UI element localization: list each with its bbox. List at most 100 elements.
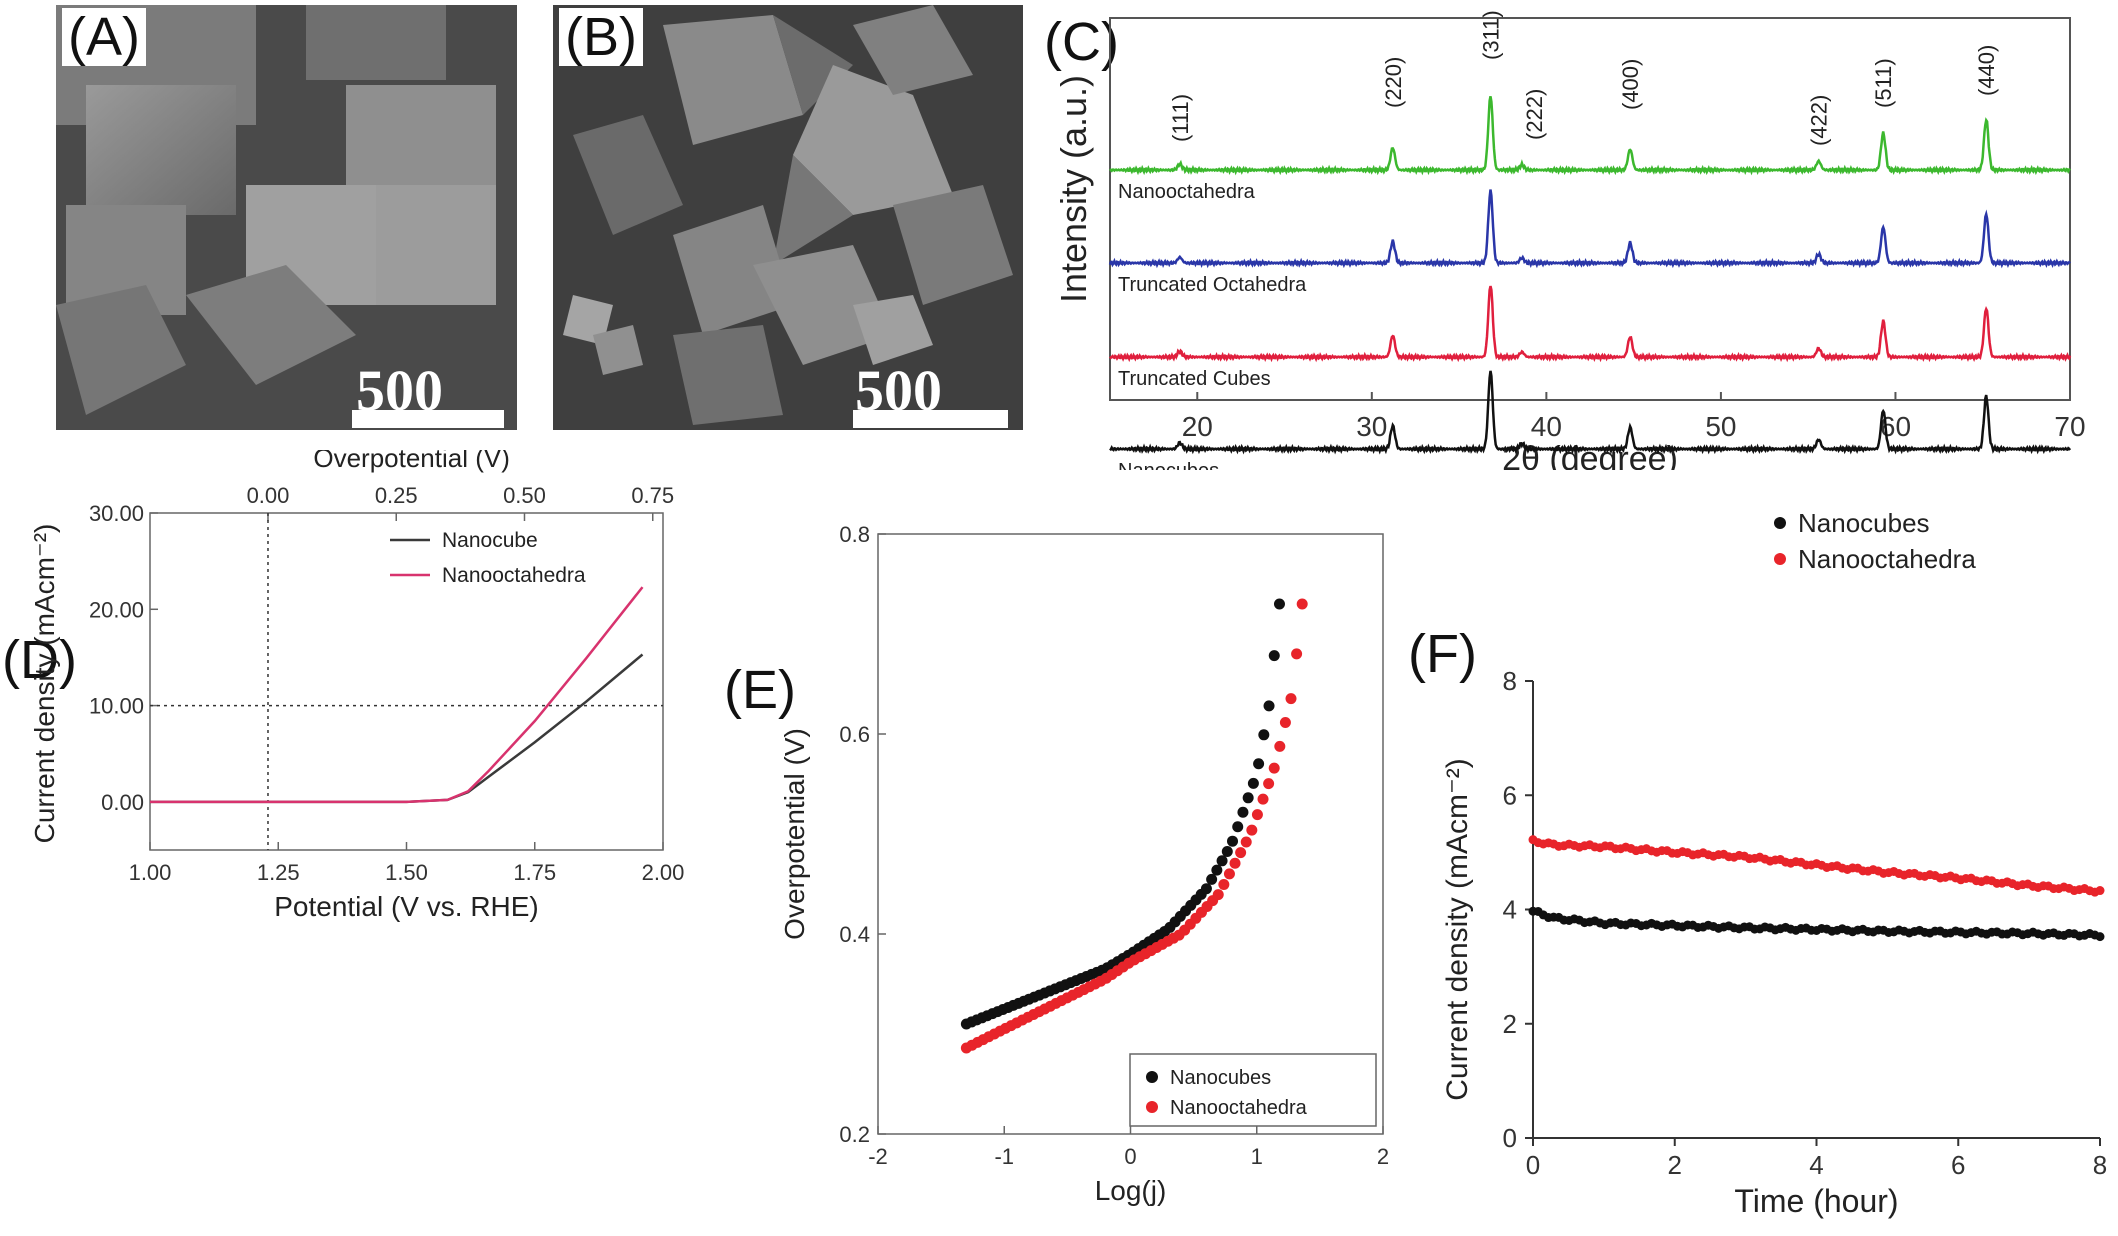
data-point (1268, 762, 1280, 774)
panel-c: (C) 20 30 40 50 60 70 2θ (degree) Intensity (a.… (1040, 0, 2118, 482)
panel-f: (F) 0 2 4 6 8 0 2 4 6 8 Time (hour) Current density… (1400, 450, 2118, 1231)
y-tick-label: 0.4 (839, 922, 870, 947)
sem-texture-a (56, 5, 517, 430)
sem-image-nanocubes: (A) 500 nm (56, 5, 517, 430)
data-point (2095, 932, 2105, 942)
x-tick-label: 8 (2093, 1150, 2107, 1180)
legend-marker (1146, 1101, 1158, 1113)
plot-frame (1109, 17, 2071, 401)
peak-label: (220) (1381, 57, 1406, 108)
tafel-chart: (E) -2 -1 0 1 2 0.2 0.4 0.6 0.8 Log(j) Overpotenti… (724, 522, 1389, 1206)
y-tick-label: 10.00 (89, 694, 144, 719)
legend-label: Nanocube (442, 529, 538, 552)
legend-box (1129, 1053, 1377, 1127)
panel-label-b: (B) (559, 8, 643, 66)
data-point (1212, 889, 1224, 901)
data-point (1268, 650, 1280, 662)
data-point (1258, 729, 1270, 741)
data-point (1235, 847, 1247, 859)
x-tick-label: 0 (1124, 1144, 1136, 1169)
x-tick-label: -2 (868, 1144, 888, 1169)
panel-label-d: (D) (2, 630, 77, 690)
x-axis-label: Time (hour) (1734, 1183, 1898, 1219)
xrd-pattern-line (1109, 370, 2072, 455)
data-point (1221, 846, 1233, 857)
x-tick-label: 1.00 (129, 860, 172, 885)
data-point (1251, 809, 1263, 821)
y-axis-label: Intensity (a.u.) (1053, 75, 1094, 303)
plot-frame (877, 533, 1384, 1135)
legend-label: Nanooctahedra (442, 564, 586, 587)
polarization-chart: (D) 1.00 1.25 1.50 1.75 2.00 0.00 0.25 0.50 0.75… (2, 443, 684, 922)
data-point (1218, 879, 1230, 891)
x-tick-label: 50 (1705, 411, 1736, 442)
data-point (1285, 693, 1297, 705)
y-tick-label: 30.00 (89, 501, 144, 526)
data-point (1232, 821, 1244, 833)
legend-label: Nanooctahedra (1798, 544, 1976, 574)
data-point (2095, 886, 2105, 896)
sem-image-nanooctahedra: (B) 500 nm (553, 5, 1023, 430)
x-tick-label: 1 (1251, 1144, 1263, 1169)
legend-label: Nanocubes (1170, 1067, 1271, 1089)
panel-e: (E) -2 -1 0 1 2 0.2 0.4 0.6 0.8 Log(j) Overpotenti… (720, 450, 1410, 1231)
y-tick-label: 0.2 (839, 1122, 870, 1147)
data-point (1237, 806, 1249, 818)
x-tick-label: 1.25 (257, 860, 300, 885)
x-tick-label: 1.50 (385, 860, 428, 885)
top-x-axis-label: Overpotential (V) (313, 450, 510, 473)
data-point (1246, 824, 1258, 836)
y-tick-label: 0.8 (839, 522, 870, 547)
x-tick-label: 1.75 (513, 860, 556, 885)
data-point (1263, 778, 1275, 790)
xrd-pattern-line (1108, 189, 2071, 269)
legend-label: Nanocubes (1798, 508, 1930, 538)
y-tick-label: 0 (1503, 1123, 1517, 1153)
x-tick-label: 70 (2054, 411, 2085, 442)
legend-marker (1774, 517, 1786, 529)
scale-bar-b (853, 410, 1008, 428)
data-point (1247, 777, 1259, 789)
data-point (1291, 648, 1303, 660)
data-point (1257, 793, 1269, 805)
series-label: Truncated Octahedra (1118, 274, 1307, 296)
y-axis-label: Current density (mAcm⁻²) (1441, 758, 1474, 1101)
peak-label: (511) (1871, 58, 1896, 108)
x-tick-label: 20 (1182, 411, 1213, 442)
y-tick-label: 20.00 (89, 597, 144, 622)
y-tick-label: 8 (1503, 666, 1517, 696)
legend-marker (1146, 1071, 1158, 1083)
x-tick-label: 4 (1809, 1150, 1823, 1180)
sem-texture-b (553, 5, 1023, 430)
y-tick-label: 0.00 (101, 790, 144, 815)
y-axis-label: Current density (mAcm⁻²) (29, 524, 60, 844)
peak-label: (311) (1479, 10, 1504, 60)
plot-frame (149, 512, 664, 851)
data-point (1279, 717, 1291, 729)
data-point (1227, 835, 1239, 847)
x-tick-label: -1 (994, 1144, 1014, 1169)
y-tick-label: 0.6 (839, 722, 870, 747)
peak-label: (400) (1618, 59, 1643, 110)
peak-label: (111) (1168, 94, 1193, 142)
data-point (1253, 758, 1265, 770)
y-tick-label: 4 (1503, 895, 1517, 925)
data-point (1200, 883, 1212, 895)
data-point (1240, 836, 1252, 848)
x-tick-label: 2 (1377, 1144, 1389, 1169)
top-x-tick-label: 0.00 (247, 483, 290, 508)
panel-label-f: (F) (1408, 624, 1477, 684)
peak-label: (222) (1522, 89, 1547, 140)
series-line (150, 653, 644, 804)
panel-label-c: (C) (1044, 12, 1119, 72)
x-tick-label: 0 (1526, 1150, 1540, 1180)
top-x-tick-label: 0.25 (375, 483, 418, 508)
x-tick-label: 2 (1668, 1150, 1682, 1180)
data-point (1206, 873, 1218, 885)
x-tick-label: 6 (1951, 1150, 1965, 1180)
xrd-pattern-line (1109, 285, 2072, 363)
panel-label-e: (E) (724, 660, 796, 720)
x-axis-label: Log(j) (1095, 1175, 1167, 1206)
panel-label-a: (A) (62, 8, 146, 66)
